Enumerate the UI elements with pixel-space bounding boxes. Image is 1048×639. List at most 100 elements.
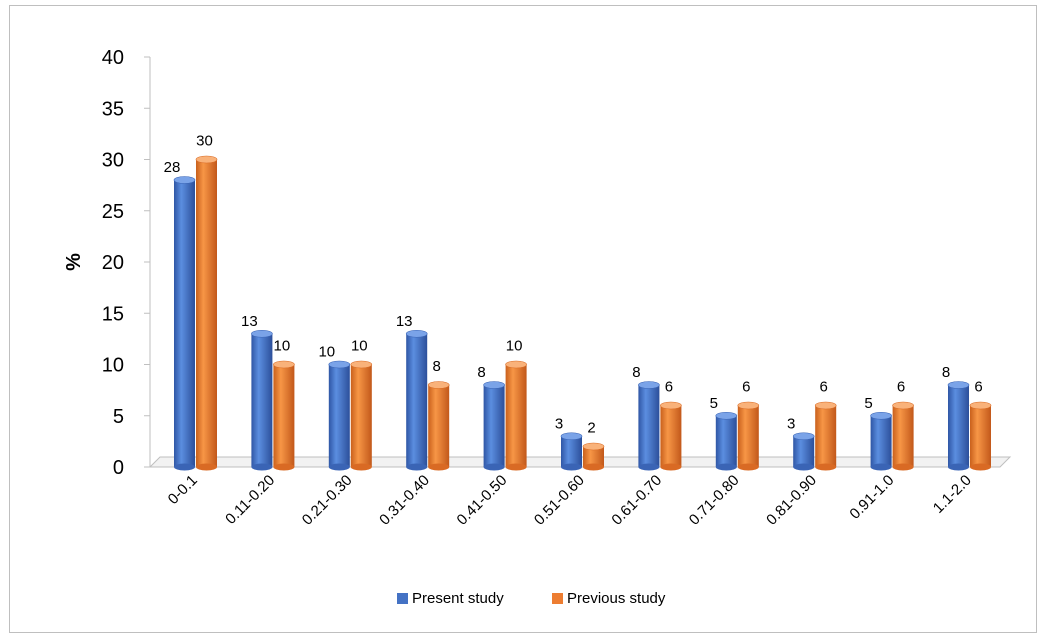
bar-top bbox=[405, 329, 428, 338]
bar bbox=[328, 360, 351, 471]
data-label: 6 bbox=[974, 379, 982, 396]
legend-swatch bbox=[552, 593, 563, 604]
data-label: 5 bbox=[710, 395, 718, 412]
bar-bottom bbox=[892, 463, 914, 471]
bar-top bbox=[350, 360, 373, 369]
bar-top bbox=[273, 360, 295, 369]
bar-top bbox=[560, 432, 583, 441]
bar-bottom bbox=[505, 463, 527, 471]
bar bbox=[560, 432, 583, 471]
legend: Present study Previous study bbox=[397, 590, 666, 607]
bar-body bbox=[406, 333, 428, 467]
bar-top bbox=[483, 381, 505, 389]
data-label: 13 bbox=[396, 313, 413, 330]
bar-bottom bbox=[196, 463, 217, 471]
bar bbox=[273, 360, 295, 471]
bar-bottom bbox=[328, 463, 350, 471]
x-tick-label: 0.61-0.70 bbox=[608, 472, 665, 529]
data-label: 8 bbox=[632, 364, 640, 381]
bar-bottom bbox=[793, 463, 815, 471]
bar-top bbox=[870, 411, 892, 420]
x-tick-label: 0.11-0.20 bbox=[222, 472, 278, 528]
bar bbox=[814, 401, 837, 471]
x-tick-label: 1.1-2.0 bbox=[930, 472, 975, 517]
bar-bottom bbox=[948, 463, 969, 471]
bar-bottom bbox=[715, 463, 737, 471]
data-label: 8 bbox=[942, 364, 950, 381]
x-tick-label: 0.51-0.60 bbox=[531, 472, 588, 529]
x-tick-label: 0.21-0.30 bbox=[299, 472, 356, 529]
bar-body bbox=[505, 364, 527, 467]
bar-body bbox=[892, 405, 914, 467]
data-label: 10 bbox=[351, 338, 368, 355]
bar bbox=[251, 329, 273, 471]
x-tick-label: 0.41-0.50 bbox=[454, 472, 511, 529]
bar-body bbox=[251, 333, 273, 467]
bar-top bbox=[660, 401, 682, 410]
bar bbox=[505, 360, 527, 471]
bar-bottom bbox=[970, 463, 991, 471]
bar-body bbox=[715, 415, 737, 467]
bar-body bbox=[561, 436, 582, 467]
bar-top bbox=[814, 401, 837, 410]
data-label: 2 bbox=[587, 420, 595, 437]
bar bbox=[427, 381, 450, 471]
x-tick-label: 0.71-0.80 bbox=[686, 472, 743, 529]
data-label: 10 bbox=[274, 338, 291, 355]
bar-body bbox=[660, 405, 682, 467]
bar-body bbox=[870, 415, 892, 467]
bar-top bbox=[792, 432, 815, 441]
bar-bottom bbox=[174, 463, 195, 471]
bar-bottom bbox=[406, 463, 428, 471]
y-tick-label: 40 bbox=[102, 47, 124, 69]
bar bbox=[870, 411, 892, 471]
bar bbox=[715, 411, 738, 471]
bar-bottom bbox=[638, 463, 660, 471]
data-label: 3 bbox=[555, 415, 563, 432]
x-tick-label: 0.31-0.40 bbox=[376, 472, 433, 529]
bar bbox=[195, 155, 218, 471]
data-label: 8 bbox=[433, 358, 441, 375]
data-label: 30 bbox=[196, 133, 213, 150]
legend-label: Previous study bbox=[567, 590, 666, 607]
bar-bottom bbox=[251, 463, 273, 471]
bar-top bbox=[947, 381, 970, 389]
y-tick-label: 15 bbox=[102, 303, 124, 325]
bar-bottom bbox=[660, 463, 682, 471]
bar-bottom bbox=[870, 463, 892, 471]
data-label: 6 bbox=[820, 379, 828, 396]
data-label: 8 bbox=[477, 364, 485, 381]
bar-top bbox=[638, 381, 660, 389]
bar-bottom bbox=[428, 463, 450, 471]
bar bbox=[947, 381, 970, 471]
bar-top bbox=[173, 176, 196, 184]
y-tick-label: 30 bbox=[102, 150, 124, 172]
bar bbox=[173, 176, 196, 471]
bar-top bbox=[715, 411, 738, 420]
data-label: 28 bbox=[164, 159, 181, 176]
bars bbox=[173, 155, 992, 471]
x-tick-label: 0.91-1.0 bbox=[846, 472, 897, 523]
bar-body bbox=[196, 159, 217, 467]
data-label: 3 bbox=[787, 415, 795, 432]
bar bbox=[350, 360, 373, 471]
bar bbox=[582, 442, 605, 471]
bar-body bbox=[328, 364, 350, 467]
bar-body bbox=[815, 405, 837, 467]
x-tick-label: 0.81-0.90 bbox=[763, 472, 820, 529]
data-label: 6 bbox=[665, 379, 673, 396]
bar-body bbox=[273, 364, 295, 467]
bar-body bbox=[428, 385, 450, 467]
bar bbox=[660, 401, 682, 471]
data-label: 6 bbox=[897, 379, 905, 396]
bar-body bbox=[350, 364, 372, 467]
bar-bottom bbox=[483, 463, 505, 471]
bar-top bbox=[427, 381, 450, 389]
bar bbox=[792, 432, 815, 471]
bar-top bbox=[892, 401, 914, 410]
bar-body bbox=[583, 446, 604, 467]
y-tick-label: 5 bbox=[113, 406, 124, 428]
x-tick-label: 0-0.1 bbox=[165, 472, 201, 508]
bar-body bbox=[737, 405, 759, 467]
